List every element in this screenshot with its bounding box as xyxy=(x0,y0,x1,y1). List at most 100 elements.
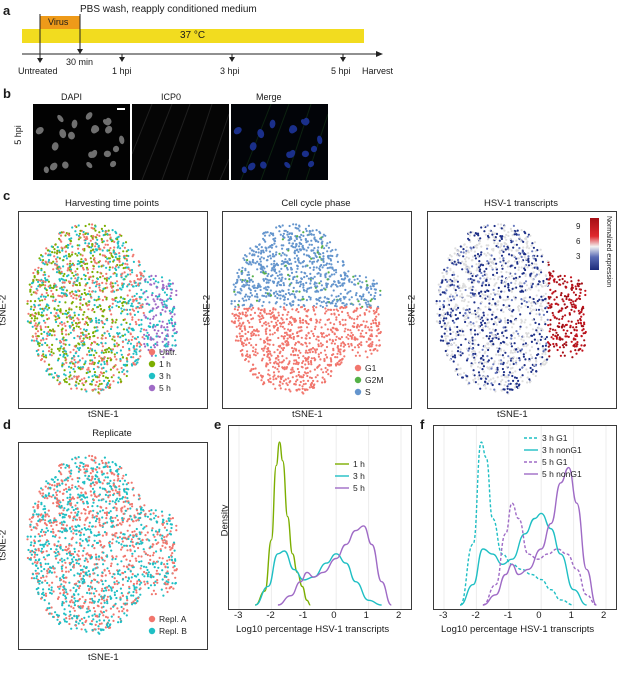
tsne-point xyxy=(290,232,294,236)
tsne-point xyxy=(500,281,503,284)
tsne-point xyxy=(298,317,302,320)
tsne-point xyxy=(454,291,457,295)
tsne-point xyxy=(513,336,516,340)
tsne-point xyxy=(378,323,381,326)
tsne-point xyxy=(527,257,530,260)
tsne-point xyxy=(262,349,265,352)
tsne-point xyxy=(317,246,320,249)
tsne-point xyxy=(574,306,577,309)
tsne-point xyxy=(310,330,313,333)
tsne-point xyxy=(481,326,485,330)
tsne-point xyxy=(72,354,75,357)
tsne-point xyxy=(503,225,506,228)
tsne-point xyxy=(126,358,129,361)
tsne-point xyxy=(113,355,116,358)
tsne-point xyxy=(486,313,489,316)
tsne-point xyxy=(47,275,50,278)
tsne-point xyxy=(56,359,60,362)
tsne-point xyxy=(108,308,111,311)
tsne-point xyxy=(582,328,585,331)
tsne-point xyxy=(347,337,350,340)
tsne-point xyxy=(278,224,281,228)
tsne-point xyxy=(335,255,338,258)
tsne-point xyxy=(131,308,134,311)
tsne-point xyxy=(296,275,299,278)
tsne-point xyxy=(122,334,125,337)
tsne-point xyxy=(254,245,257,248)
tsne-point xyxy=(233,300,236,303)
tsne-point xyxy=(309,370,312,373)
tsne-point xyxy=(116,326,119,329)
tsne-point xyxy=(138,306,141,310)
tsne-point xyxy=(90,359,94,362)
tsne-point xyxy=(322,300,325,303)
tsne-point xyxy=(485,317,488,320)
tsne-point xyxy=(477,234,480,237)
tsne-point xyxy=(64,324,67,328)
tsne-point xyxy=(29,300,32,303)
tsne-point xyxy=(516,346,520,350)
tsne-point xyxy=(71,263,74,266)
tsne-point xyxy=(306,234,309,237)
tsne-point xyxy=(368,310,371,313)
tsne-point xyxy=(342,263,345,266)
tsne-point xyxy=(258,315,261,318)
tsne-point xyxy=(80,388,83,391)
tsne-point xyxy=(292,223,295,226)
tsne-point xyxy=(538,298,541,301)
tsne-point xyxy=(576,319,580,322)
scatter-points xyxy=(26,223,178,395)
tsne-point xyxy=(443,312,446,315)
panel-label-c: c xyxy=(3,188,11,203)
tsne-point xyxy=(282,244,285,247)
tsne-point xyxy=(462,284,465,287)
tsne-point xyxy=(522,345,525,348)
tsne-point xyxy=(471,285,474,288)
tsne-point xyxy=(373,294,376,298)
tsne-point xyxy=(477,343,480,346)
tsne-point xyxy=(443,268,446,271)
tsne-point xyxy=(533,338,536,341)
tsne-point xyxy=(443,317,446,320)
tsne-point xyxy=(320,242,324,245)
tsne-point xyxy=(39,327,42,330)
tsne-point xyxy=(535,285,538,288)
tsne-point xyxy=(370,298,373,301)
tsne-point xyxy=(94,225,97,228)
tsne-point xyxy=(548,304,551,307)
tsne-point xyxy=(89,257,92,260)
tsne-point xyxy=(457,261,460,264)
tsne-point xyxy=(119,336,122,339)
nucleus xyxy=(57,114,64,123)
tsne-point xyxy=(507,234,510,237)
tsne-point xyxy=(93,250,96,253)
tsne-point xyxy=(107,350,110,353)
tsne-point xyxy=(294,235,297,238)
tsne-point xyxy=(133,313,136,316)
tsne-point xyxy=(349,302,352,305)
tsne-point xyxy=(118,300,121,303)
nucleus xyxy=(241,166,247,174)
tsne-point xyxy=(513,342,516,345)
tsne-point xyxy=(513,376,517,379)
tsne-point xyxy=(298,384,301,387)
tsne-point xyxy=(111,318,114,321)
tsne-point xyxy=(129,323,132,326)
tsne-point xyxy=(529,312,532,315)
tsne-point xyxy=(278,322,282,325)
tsne-point xyxy=(460,293,463,296)
tsne-point xyxy=(372,279,375,282)
tsne-point xyxy=(367,291,370,294)
tsne-point xyxy=(299,380,302,384)
tsne-point xyxy=(112,366,115,369)
tsne-point xyxy=(149,336,152,339)
tsne-point xyxy=(304,307,307,311)
tsne-point xyxy=(72,292,75,296)
tsne-point xyxy=(323,378,326,381)
tsne-point xyxy=(334,283,337,286)
tsne-point xyxy=(121,345,125,349)
tsne-point xyxy=(530,340,533,343)
tsne-point xyxy=(501,265,504,268)
tsne-point xyxy=(349,329,352,332)
tsne-point xyxy=(471,339,474,342)
